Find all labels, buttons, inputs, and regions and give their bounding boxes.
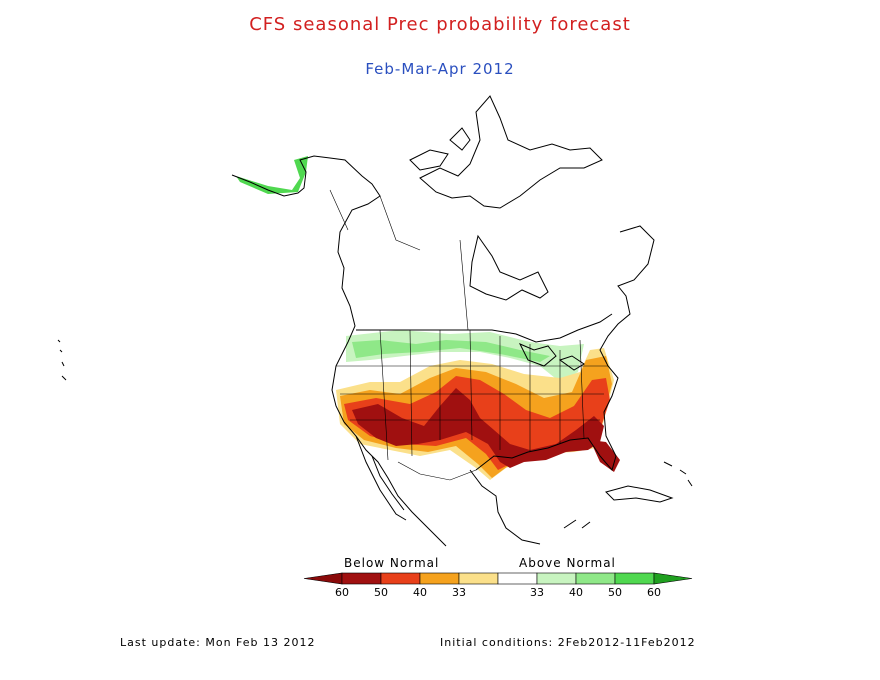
legend-above-normal-label: Above Normal <box>519 556 616 570</box>
legend-bin-5 <box>536 572 577 585</box>
legend-tick-6: 50 <box>608 586 622 599</box>
legend-bin-4 <box>497 572 538 585</box>
legend-bin-7 <box>614 572 655 585</box>
political-borders <box>329 189 608 481</box>
initial-conditions-label: Initial conditions: 2Feb2012-11Feb2012 <box>440 636 696 649</box>
legend-bin-3 <box>458 572 499 585</box>
legend-bin-1 <box>380 572 421 585</box>
legend-bin-2 <box>419 572 460 585</box>
legend-tick-5: 40 <box>569 586 583 599</box>
below-normal-60 <box>352 388 604 468</box>
legend-arrow-above <box>653 572 693 585</box>
map-subtitle: Feb-Mar-Apr 2012 <box>365 60 515 78</box>
legend-tick-1: 50 <box>374 586 388 599</box>
below-normal-60-florida <box>590 440 620 472</box>
map-title: CFS seasonal Prec probability forecast <box>249 14 631 35</box>
legend-below-normal-label: Below Normal <box>344 556 440 570</box>
coastlines <box>57 95 693 547</box>
legend-tick-3: 33 <box>452 586 466 599</box>
legend-bin-0 <box>341 572 382 585</box>
legend-tick-2: 40 <box>413 586 427 599</box>
legend-colorbar: 60 50 40 33 33 40 50 60 <box>303 572 693 599</box>
above-normal-alaska <box>236 156 308 194</box>
legend-bin-6 <box>575 572 616 585</box>
legend-tick-7: 60 <box>647 586 661 599</box>
legend-tick-4: 33 <box>530 586 544 599</box>
legend-arrow-below <box>303 572 343 585</box>
legend-tick-0: 60 <box>335 586 349 599</box>
above-normal-50 <box>352 340 550 362</box>
probability-shading <box>236 156 620 480</box>
last-update-label: Last update: Mon Feb 13 2012 <box>120 636 316 649</box>
